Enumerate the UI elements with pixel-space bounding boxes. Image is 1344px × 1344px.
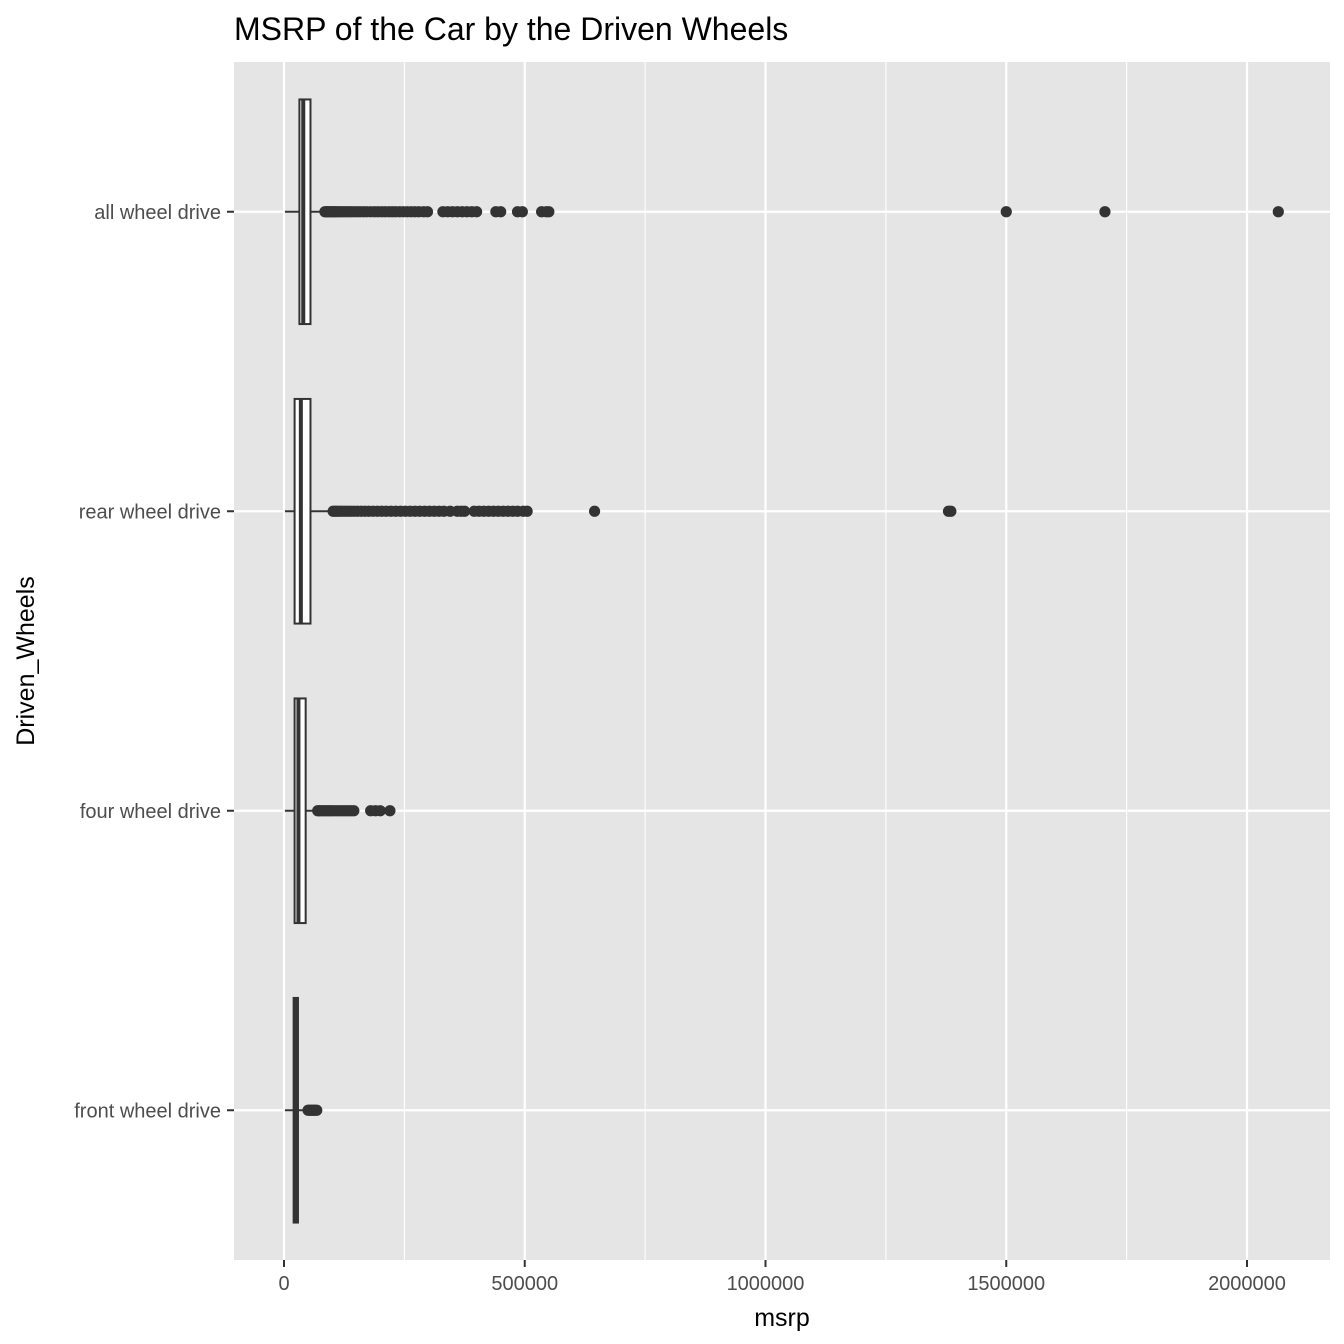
x-axis-title: msrp [754,1304,810,1332]
outlier-point [384,805,396,817]
box-group-front-wheel-drive [284,996,323,1224]
x-tick-label: 500000 [491,1273,558,1295]
x-axis: 0 500000 1000000 1500000 2000000 [278,1260,1286,1295]
outlier-point [543,206,555,218]
outlier-point [588,505,601,517]
outlier-point [495,206,507,218]
outlier-point [421,206,434,218]
y-axis: all wheel drive rear wheel drive four whee… [74,202,234,1122]
outlier-point [458,505,471,517]
plot-panel [234,62,1330,1260]
y-tick-label: front wheel drive [74,1100,221,1122]
x-tick-label: 0 [278,1273,289,1295]
y-tick-label: four wheel drive [80,801,221,823]
outlier-point [516,206,528,218]
box-group-rear-wheel-drive [284,397,957,625]
outlier-point [945,505,957,517]
outlier-point [348,805,360,817]
outlier-point [521,505,533,517]
outlier-point [1099,206,1111,218]
y-tick-label: rear wheel drive [79,501,221,523]
outlier-point [1272,206,1284,218]
box-group-all-wheel-drive [284,98,1284,326]
x-tick-label: 2000000 [1208,1273,1286,1295]
y-axis-title: Driven_Wheels [12,576,40,746]
outlier-point [311,1104,323,1116]
outlier-point [374,805,386,817]
y-tick-label: all wheel drive [94,202,221,224]
x-tick-label: 1500000 [967,1273,1045,1295]
x-tick-label: 1000000 [727,1273,805,1295]
minor-gridlines [403,62,1128,1260]
box-group-four-wheel-drive [284,697,396,925]
chart-title: MSRP of the Car by the Driven Wheels [234,11,788,47]
outlier-point [1000,206,1012,218]
outlier-point [471,206,483,218]
box-layer [284,98,1284,1224]
